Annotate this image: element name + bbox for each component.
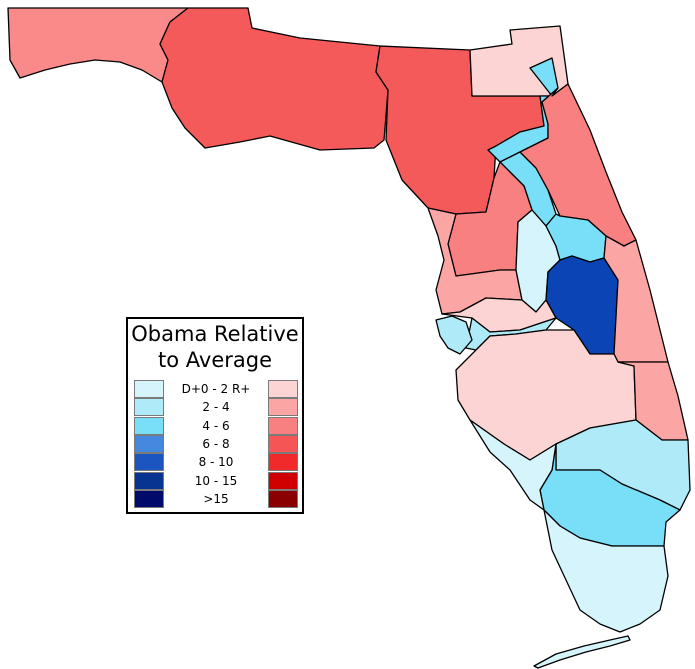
legend-title-line-1: Obama Relative bbox=[131, 322, 299, 346]
legend-swatch-dem bbox=[134, 489, 164, 508]
district-keys-chain bbox=[533, 635, 631, 669]
district-miami-keys bbox=[543, 509, 669, 633]
legend-title: Obama Relative to Average bbox=[128, 321, 302, 373]
legend-swatch-dem bbox=[134, 380, 164, 398]
district-southwest bbox=[469, 419, 557, 511]
district-panhandle-east bbox=[159, 7, 389, 151]
legend-row: 6 - 8 bbox=[134, 434, 298, 453]
legend-swatch-dem bbox=[134, 416, 164, 435]
legend-swatch-rep bbox=[268, 398, 298, 417]
legend-title-line-2: to Average bbox=[158, 348, 272, 372]
legend-label: 4 - 6 bbox=[202, 418, 230, 433]
legend-row: 8 - 10 bbox=[134, 453, 298, 472]
district-pinellas bbox=[435, 315, 473, 355]
legend-swatch-rep bbox=[268, 380, 298, 398]
legend-label: D+0 - 2 R+ bbox=[181, 382, 251, 396]
legend-swatch-dem bbox=[134, 398, 164, 417]
legend-swatch-rep bbox=[268, 434, 298, 453]
legend-swatch-dem bbox=[134, 471, 164, 490]
legend-swatch-dem bbox=[134, 453, 164, 472]
legend-row: 2 - 4 bbox=[134, 398, 298, 417]
legend-label: 10 - 15 bbox=[194, 473, 238, 488]
legend-swatch-rep bbox=[268, 489, 298, 508]
legend-swatch-dem bbox=[134, 434, 164, 453]
map-legend: Obama Relative to Average D+0 - 2 R+ 2 - … bbox=[126, 317, 304, 514]
legend-row: 10 - 15 bbox=[134, 471, 298, 490]
legend-swatch-rep bbox=[268, 453, 298, 472]
legend-row: >15 bbox=[134, 489, 298, 508]
district-northeast-coast bbox=[519, 83, 637, 247]
legend-label: >15 bbox=[203, 491, 229, 506]
legend-label: 8 - 10 bbox=[198, 455, 234, 470]
legend-row: 4 - 6 bbox=[134, 416, 298, 435]
legend-label: 2 - 4 bbox=[202, 400, 230, 415]
legend-row: D+0 - 2 R+ bbox=[134, 380, 298, 398]
legend-swatch-rep bbox=[268, 416, 298, 435]
district-space-coast bbox=[603, 235, 669, 363]
legend-swatch-rep bbox=[268, 471, 298, 490]
legend-label: 6 - 8 bbox=[202, 436, 230, 451]
